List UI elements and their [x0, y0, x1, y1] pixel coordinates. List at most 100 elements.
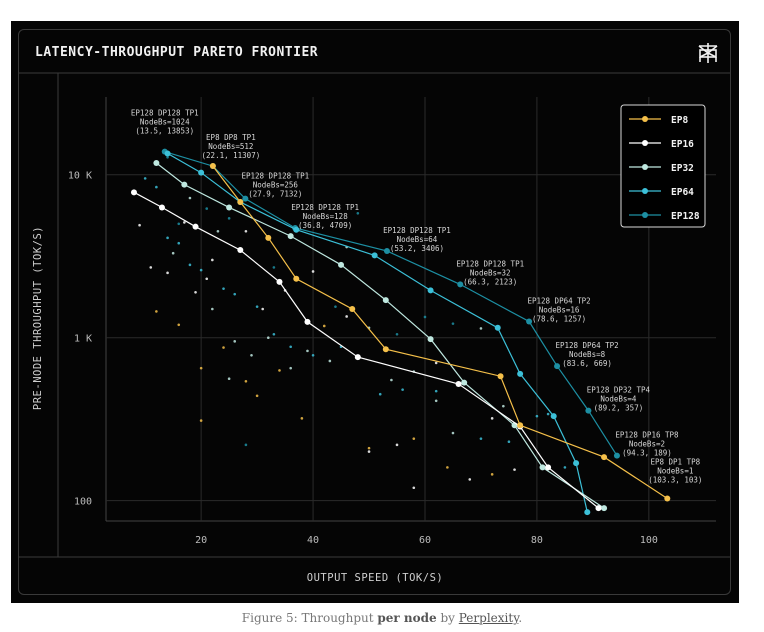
- annotation-text: NodeBs=1024: [140, 118, 190, 127]
- scatter-point: [155, 310, 158, 313]
- annotation-text: (22.1, 11307): [202, 151, 261, 160]
- scatter-point: [149, 266, 153, 269]
- series-point-ep64: [427, 287, 434, 294]
- scatter-point: [255, 305, 259, 308]
- annotation-text: (94.3, 189): [622, 449, 672, 458]
- annotation-text: NodeBs=1: [657, 467, 693, 476]
- scatter-point: [502, 404, 505, 408]
- scatter-point: [289, 345, 292, 349]
- scatter-point: [367, 450, 371, 453]
- series-point-ep32: [226, 204, 233, 211]
- scatter-point: [205, 277, 209, 281]
- legend-marker: [642, 116, 648, 122]
- annotation-text: NodeBs=8: [569, 350, 606, 359]
- series-point-ep16: [455, 380, 462, 387]
- annotation-text: (103.3, 103): [648, 476, 702, 485]
- scatter-point: [328, 359, 332, 363]
- series-point-ep128: [585, 407, 592, 414]
- scatter-point: [272, 332, 276, 336]
- series-line-ep16: [133, 191, 599, 509]
- annotation-text: EP128 DP128 TP1: [241, 172, 309, 181]
- annotation-text: (27.9, 7132): [248, 190, 302, 199]
- caption-link[interactable]: Perplexity: [458, 611, 519, 625]
- x-tick-label: 80: [531, 535, 543, 546]
- annotation-text: EP128 DP128 TP1: [131, 109, 199, 118]
- scatter-point: [412, 486, 416, 490]
- scatter-point: [188, 196, 192, 200]
- scatter-point: [166, 271, 169, 275]
- scatter-point: [345, 315, 348, 318]
- scatter-point: [272, 266, 276, 269]
- scatter-point: [289, 366, 292, 370]
- series-point-ep8: [497, 373, 504, 380]
- scatter-point: [356, 211, 360, 215]
- legend-marker: [642, 164, 648, 170]
- scatter-point: [177, 241, 181, 245]
- scatter-point: [244, 229, 248, 233]
- scatter-point: [199, 366, 203, 370]
- series-point-ep8: [209, 163, 216, 170]
- scatter-point: [395, 443, 399, 447]
- scatter-point: [183, 221, 186, 224]
- series-point-ep64: [584, 509, 591, 516]
- series-point-ep64: [494, 324, 501, 331]
- series-point-ep64: [198, 169, 205, 176]
- scatter-point: [244, 379, 248, 383]
- annotation-text: NodeBs=64: [397, 235, 438, 244]
- scatter-point: [412, 437, 416, 440]
- scatter-point: [199, 419, 203, 422]
- legend-label: EP64: [671, 187, 694, 198]
- scatter-point: [233, 292, 237, 296]
- scatter-point: [546, 412, 550, 416]
- series-point-ep128: [613, 452, 620, 459]
- scatter-point: [451, 431, 455, 435]
- scatter-point: [143, 177, 147, 180]
- series-point-ep32: [287, 233, 294, 240]
- x-tick-label: 100: [640, 535, 658, 546]
- perplexity-logo-icon: [698, 43, 718, 63]
- scatter-point: [166, 236, 169, 240]
- scatter-point: [211, 307, 214, 311]
- scatter-point: [395, 332, 399, 336]
- annotation-text: (78.6, 1257): [532, 315, 586, 324]
- annotation-text: (66.3, 2123): [463, 277, 517, 286]
- scatter-point: [507, 440, 511, 443]
- annotation-text: NodeBs=4: [600, 395, 637, 404]
- scatter-point: [563, 466, 567, 469]
- series-line-ep128: [164, 151, 618, 456]
- series-point-ep16: [304, 318, 311, 325]
- scatter-point: [334, 305, 337, 308]
- series-point-ep32: [338, 261, 345, 268]
- scatter-point: [446, 466, 449, 469]
- series-point-ep64: [550, 413, 557, 420]
- series-point-ep32: [382, 297, 389, 304]
- scatter-point: [311, 270, 315, 273]
- legend-label: EP8: [671, 115, 688, 126]
- scatter-point: [434, 389, 438, 393]
- legend-label: EP32: [671, 163, 694, 174]
- scatter-point: [177, 222, 181, 226]
- scatter-point: [216, 229, 220, 233]
- series-point-ep8: [382, 346, 389, 353]
- scatter-point: [233, 340, 237, 343]
- scatter-point: [434, 399, 438, 403]
- series-point-ep16: [276, 278, 283, 285]
- series-point-ep8: [664, 495, 671, 502]
- legend-marker: [642, 188, 648, 194]
- scatter-point: [227, 377, 231, 381]
- series-point-ep8: [237, 199, 244, 206]
- series-point-ep32: [427, 336, 434, 343]
- series-point-ep8: [349, 306, 356, 312]
- scatter-point: [306, 349, 309, 353]
- series-point-ep128: [554, 363, 561, 370]
- scatter-point: [211, 258, 214, 262]
- series-point-ep128: [383, 247, 390, 254]
- scatter-point: [490, 417, 494, 420]
- scatter-point: [401, 388, 404, 391]
- y-tick-label: 100: [74, 497, 92, 508]
